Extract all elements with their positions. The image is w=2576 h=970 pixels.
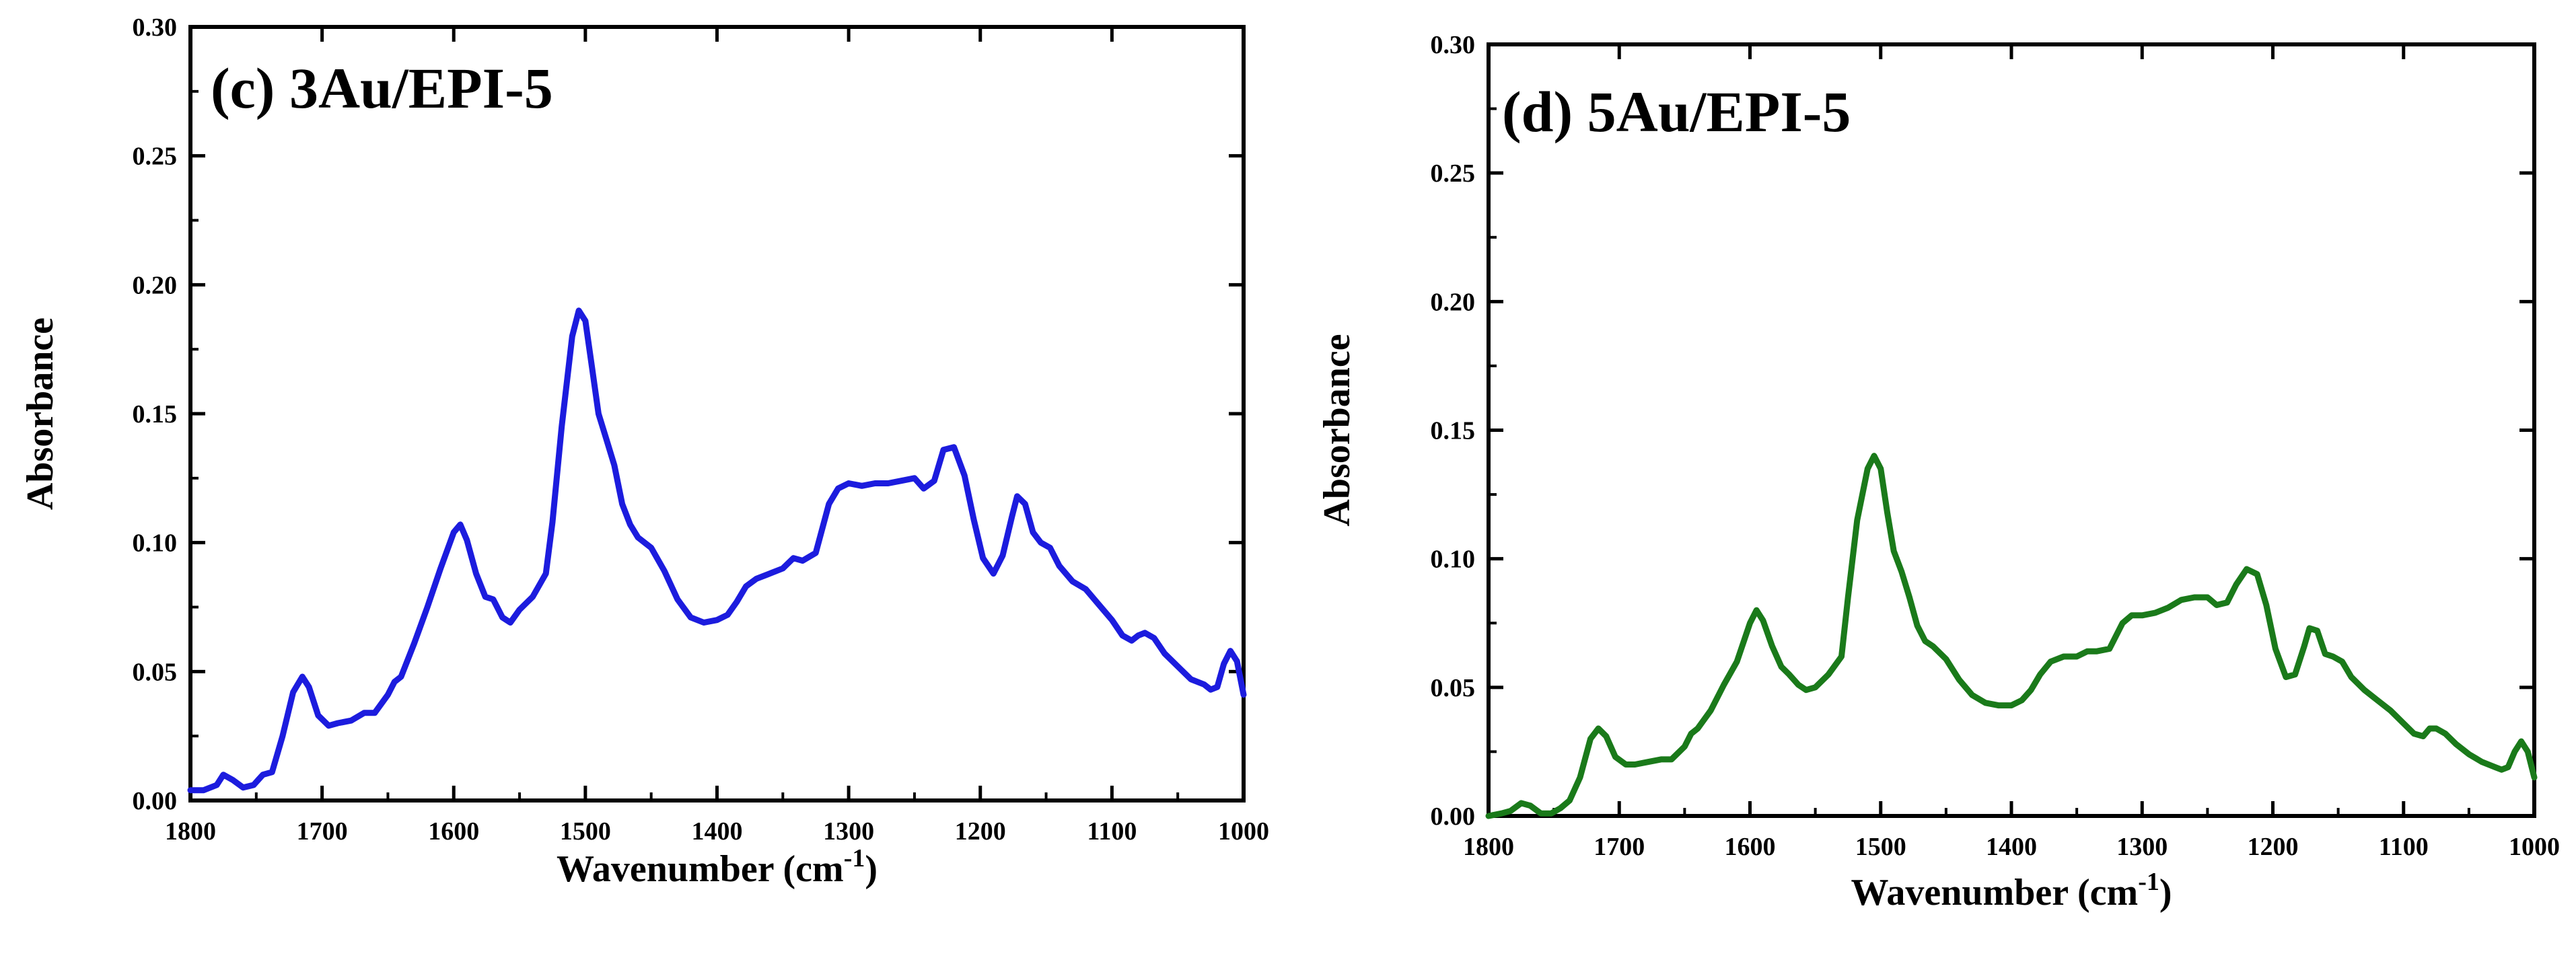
- plot-frame: [188, 25, 1246, 803]
- y-tick-label: 0.00: [1431, 803, 1476, 831]
- panel-c-chart: 1800 1700 1600 1500 1400 1300 1200 1100 1000 0.00…: [20, 13, 1269, 890]
- series-line-c: [187, 307, 1247, 794]
- x-tick-label: 1600: [428, 817, 479, 846]
- y-tick-label: 0.30: [133, 13, 178, 42]
- y-axis-label: Absorbance: [20, 318, 61, 510]
- chart-title: (c) 3Au/EPI-5: [211, 56, 553, 120]
- x-tick-label: 1200: [955, 817, 1006, 846]
- x-tick-label: 1400: [692, 817, 743, 846]
- series-line-d: [1485, 453, 2538, 819]
- x-axis-label: Wavenumber (cm-1): [557, 844, 878, 890]
- x-tick-label: 1200: [2248, 833, 2299, 861]
- y-tick-label: 0.10: [1431, 546, 1476, 574]
- chart-title: (d) 5Au/EPI-5: [1502, 79, 1851, 144]
- y-tick-label: 0.05: [1431, 674, 1476, 702]
- y-tick-label: 0.05: [133, 658, 178, 686]
- y-tick-label: 0.15: [133, 400, 178, 428]
- x-tick-label: 1700: [1594, 833, 1645, 861]
- y-tick-label: 0.20: [133, 271, 178, 299]
- x-tick-label: 1500: [1855, 833, 1906, 861]
- x-tick-label: 1100: [1087, 817, 1137, 846]
- x-tick-label: 1100: [2379, 833, 2429, 861]
- x-tick-label: 1700: [297, 817, 348, 846]
- x-axis-label: Wavenumber (cm-1): [1851, 868, 2172, 913]
- y-tick-label: 0.25: [133, 143, 178, 171]
- y-axis-label: Absorbance: [1316, 334, 1358, 526]
- x-tick-label: 1600: [1725, 833, 1776, 861]
- y-tick-label: 0.30: [1431, 31, 1476, 59]
- x-tick-label: 1300: [823, 817, 874, 846]
- x-tick-label: 1800: [165, 817, 216, 846]
- y-tick-label: 0.25: [1431, 159, 1476, 188]
- y-tick-label: 0.15: [1431, 417, 1476, 445]
- x-tick-label: 1000: [1218, 817, 1269, 846]
- x-tick-label: 1300: [2116, 833, 2168, 861]
- x-tick-label: 1800: [1463, 833, 1514, 861]
- panel-d-chart: 1800 1700 1600 1500 1400 1300 1200 1100 1000 0.00…: [1316, 31, 2560, 913]
- x-tick-label: 1500: [560, 817, 611, 846]
- x-tick-label: 1400: [1986, 833, 2037, 861]
- x-tick-label: 1000: [2509, 833, 2560, 861]
- y-tick-label: 0.00: [133, 787, 178, 815]
- y-tick-label: 0.10: [133, 529, 178, 558]
- y-tick-label: 0.20: [1431, 288, 1476, 316]
